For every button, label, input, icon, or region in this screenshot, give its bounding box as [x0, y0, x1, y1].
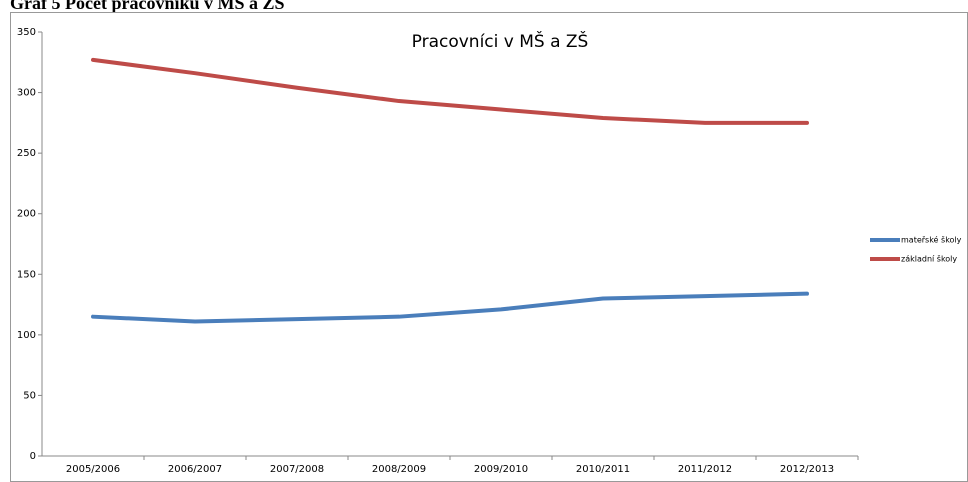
chart-title: Pracovníci v MŠ a ZŠ: [412, 30, 589, 52]
x-tick-label: 2006/2007: [168, 464, 222, 475]
x-tick-label: 2009/2010: [474, 464, 528, 475]
y-tick-label: 300: [17, 88, 36, 99]
x-tick-label: 2005/2006: [66, 464, 120, 475]
y-tick-label: 250: [17, 148, 36, 159]
legend-label: základní školy: [901, 254, 957, 264]
y-tick-label: 350: [17, 27, 36, 38]
x-tick-label: 2010/2011: [576, 464, 630, 475]
x-tick-label: 2008/2009: [372, 464, 426, 475]
legend-label: mateřské školy: [901, 235, 962, 245]
y-tick-label: 150: [17, 269, 36, 280]
series-line: [91, 291, 809, 324]
y-tick-label: 100: [17, 330, 36, 341]
x-tick-label: 2007/2008: [270, 464, 324, 475]
series-line: [91, 57, 809, 125]
y-tick-label: 0: [30, 451, 36, 462]
x-tick-label: 2012/2013: [780, 464, 834, 475]
page-heading: Graf 5 Počet pracovníků v MŠ a ZŠ: [10, 0, 285, 13]
chart-frame: [10, 12, 968, 482]
x-tick-label: 2011/2012: [678, 464, 732, 475]
y-tick-label: 200: [17, 209, 36, 220]
y-tick-label: 50: [23, 390, 36, 401]
